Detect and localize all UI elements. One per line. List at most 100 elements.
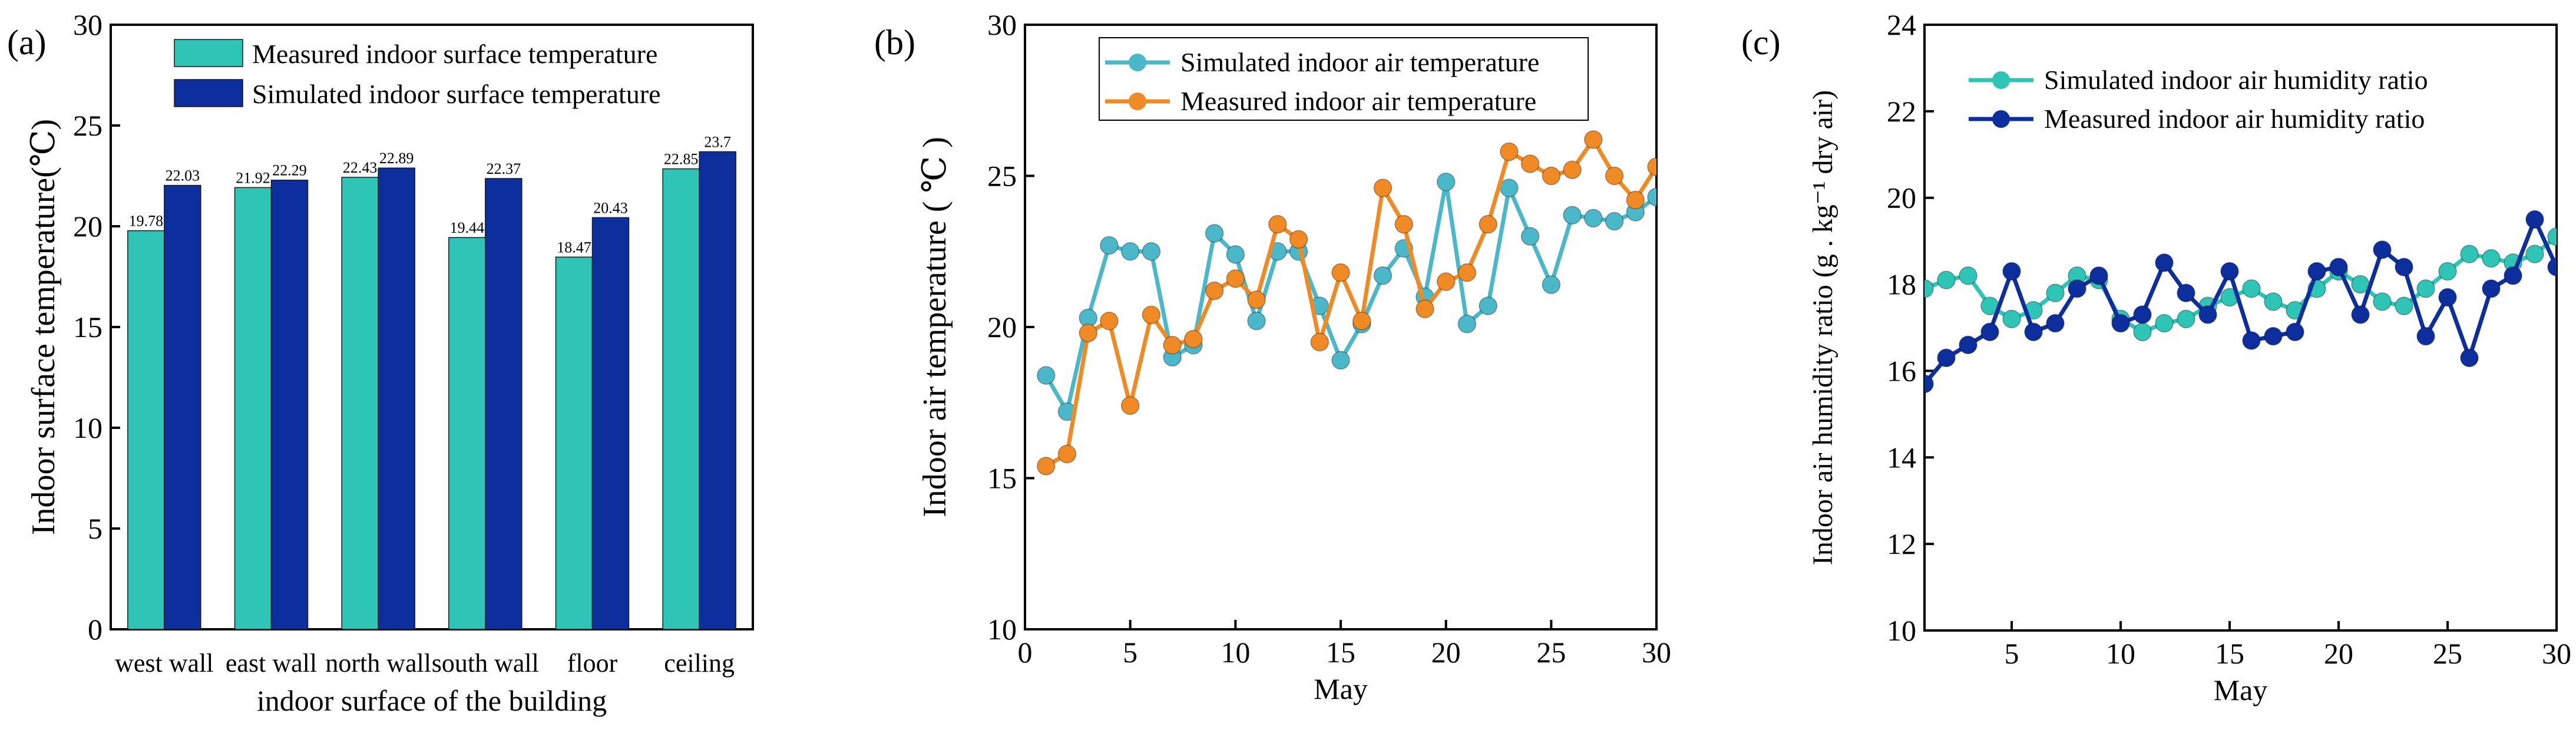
panel-b: (b) 10 15 20 25 30 0 5 10 15 20 25 30 May Indoor air t…: [874, 8, 1671, 705]
y-tick-label: 15: [73, 311, 102, 344]
data-point: [1205, 224, 1224, 243]
panel-a-label: (a): [7, 23, 47, 62]
data-point: [1416, 299, 1434, 318]
y-tick-label: 30: [73, 8, 102, 41]
data-point: [2438, 262, 2457, 281]
data-point: [1520, 227, 1540, 246]
plot-area: [1036, 130, 1656, 476]
x-tick-label: 10: [2106, 637, 2135, 670]
x-tick-label: 20: [1431, 636, 1461, 669]
data-point: [2373, 292, 2392, 311]
legend-swatch: [174, 79, 243, 107]
data-point: [1184, 329, 1203, 349]
data-point: [2242, 331, 2261, 350]
series-line-1: [1924, 217, 2557, 385]
x-tick-label: 0: [1018, 636, 1033, 669]
bar-data-label: 18.47: [557, 239, 591, 256]
y-tick-label: 14: [1887, 441, 1916, 474]
data-point: [2155, 313, 2174, 333]
y-axis-title: Indoor air humidity ratio (g . kg⁻¹ dry …: [1807, 90, 1838, 565]
data-point: [1959, 266, 1978, 285]
x-tick-label: 30: [2542, 637, 2571, 670]
data-point: [2111, 313, 2130, 333]
y-tick-label: 24: [1887, 8, 1916, 41]
legend-box: [1099, 37, 1589, 121]
y-tick-label: 10: [73, 411, 102, 444]
data-point: [2329, 257, 2348, 276]
data-point: [2547, 227, 2557, 246]
series-line-1: [1044, 137, 1656, 468]
x-axis-title: May: [1314, 672, 1368, 705]
data-point: [2177, 309, 2195, 329]
plot-area: [1924, 210, 2557, 394]
legend-label: Simulated indoor surface temperature: [252, 79, 661, 109]
bar-simulated: [699, 151, 736, 630]
data-point: [2438, 288, 2457, 307]
x-tick-label: floor: [567, 649, 618, 678]
data-point: [2002, 309, 2021, 329]
data-point: [1289, 230, 1308, 249]
data-point: [1268, 214, 1287, 234]
data-point: [2416, 279, 2435, 298]
data-point: [1205, 281, 1224, 301]
data-point: [2177, 283, 2195, 303]
data-point: [2264, 292, 2283, 311]
data-point: [2460, 348, 2479, 368]
legend-label: Measured indoor air humidity ratio: [2044, 104, 2425, 134]
bar-measured: [341, 177, 379, 630]
data-point: [1331, 263, 1350, 282]
data-point: [2416, 326, 2435, 346]
data-point: [2395, 296, 2413, 316]
bar-data-label: 19.78: [129, 213, 164, 230]
data-point: [1247, 311, 1266, 331]
plot-frame: [110, 24, 754, 630]
bar-data-label: 22.85: [664, 151, 699, 168]
data-point: [1584, 130, 1603, 149]
data-point: [1542, 275, 1561, 294]
data-point: [1647, 157, 1656, 176]
data-point: [1436, 272, 1456, 291]
data-point: [1563, 160, 1582, 179]
legend-label: Measured indoor surface temperature: [252, 39, 657, 69]
data-point: [1605, 212, 1624, 231]
data-point: [2307, 262, 2326, 281]
x-tick-label: 20: [2324, 637, 2353, 670]
y-tick-label: 20: [987, 311, 1017, 344]
y-tick-label: 25: [987, 160, 1017, 193]
data-point: [2547, 257, 2557, 276]
bar-data-label: 22.37: [487, 160, 521, 177]
bar-data-label: 22.89: [379, 150, 414, 167]
data-point: [1247, 290, 1266, 309]
data-point: [1226, 245, 1245, 264]
bar-measured: [662, 168, 700, 630]
data-point: [1457, 315, 1477, 334]
data-point: [1937, 270, 1956, 289]
data-point: [2525, 245, 2544, 263]
data-point: [1500, 179, 1519, 197]
data-point: [2155, 253, 2174, 272]
x-tick-label: east wall: [226, 649, 317, 678]
y-axis-title: Indoor air temperature ( ℃ ): [917, 137, 953, 517]
data-point: [1605, 166, 1624, 186]
data-point: [1036, 457, 1056, 476]
y-tick-label: 30: [987, 8, 1017, 41]
legend-marker: [1129, 54, 1146, 71]
data-point: [2133, 305, 2152, 324]
data-point: [1457, 263, 1477, 282]
data-point: [1394, 214, 1413, 234]
data-point: [2395, 257, 2413, 276]
data-point: [2089, 266, 2108, 285]
data-point: [1100, 311, 1119, 331]
y-tick-label: 20: [73, 210, 102, 243]
data-point: [2024, 322, 2043, 342]
data-point: [1352, 311, 1371, 331]
y-tick-label: 5: [88, 512, 102, 545]
x-tick-label: 15: [1326, 636, 1355, 669]
data-point: [2373, 240, 2392, 259]
data-point: [2525, 210, 2544, 229]
x-tick-label: 30: [1642, 636, 1671, 669]
data-point: [2198, 305, 2217, 324]
bar-simulated: [270, 179, 309, 630]
data-point: [2068, 279, 2086, 298]
